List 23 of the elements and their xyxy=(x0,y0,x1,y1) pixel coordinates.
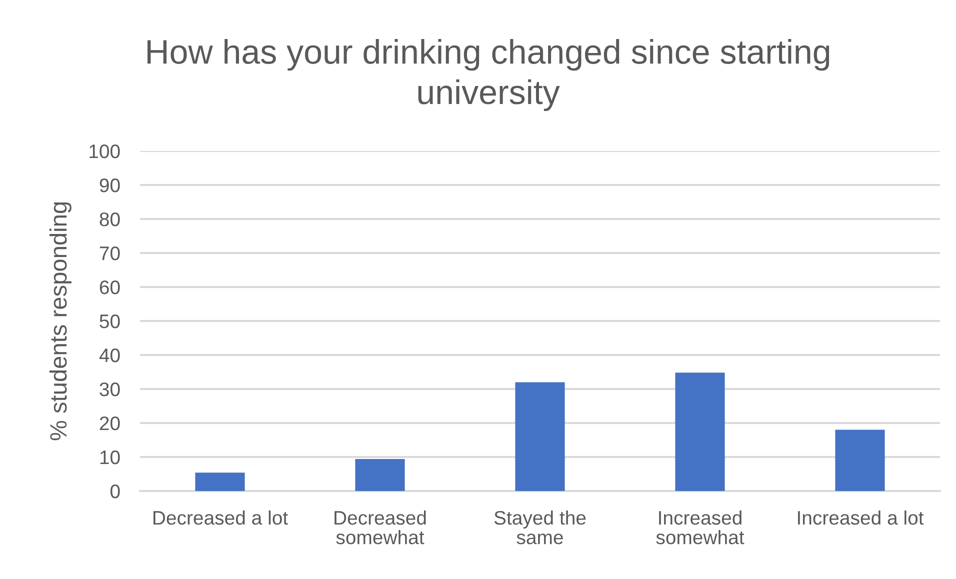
x-tick-label: Increased a lot xyxy=(798,510,924,525)
x-tick-label: Decreased somewhat xyxy=(334,510,426,544)
bar xyxy=(195,472,245,491)
x-tick-label: Stayed the same xyxy=(494,510,586,544)
y-tick-label: 20 xyxy=(100,416,120,430)
bar xyxy=(355,459,405,491)
y-tick-label: 60 xyxy=(100,280,120,294)
y-tick-label: 100 xyxy=(90,144,120,158)
chart-title: How has your drinking changed since starting university xyxy=(148,38,830,112)
x-tick-label: Increased somewhat xyxy=(656,510,744,544)
y-tick-label: 80 xyxy=(100,212,120,226)
y-tick-label: 0 xyxy=(110,484,120,498)
bar xyxy=(515,382,565,491)
y-tick-label: 10 xyxy=(100,450,120,464)
y-tick-label: 90 xyxy=(100,178,120,192)
y-tick-label: 70 xyxy=(100,246,120,260)
y-tick-label: 40 xyxy=(99,348,120,362)
bar xyxy=(675,372,725,491)
y-tick-label: 30 xyxy=(100,382,120,396)
y-tick-label: 50 xyxy=(100,314,120,328)
y-axis-title: % students responding xyxy=(49,202,72,440)
x-tick-label: Decreased a lot xyxy=(154,510,288,525)
bar xyxy=(835,430,885,491)
